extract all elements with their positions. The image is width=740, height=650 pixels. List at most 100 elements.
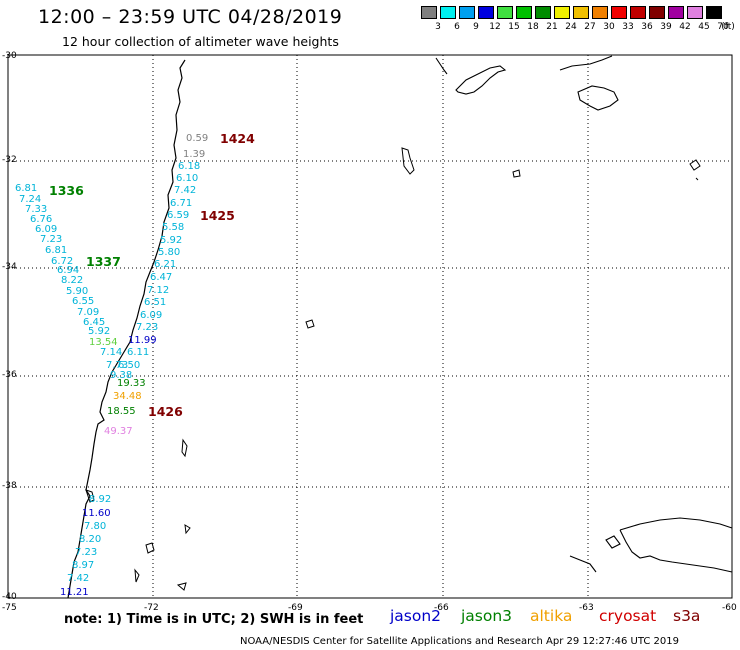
scale-swatch	[516, 6, 532, 19]
lat-label: -32	[2, 155, 17, 165]
wave-height-value: 5.58	[162, 222, 185, 233]
lon-label: -75	[2, 603, 17, 613]
scale-label: 21	[546, 22, 558, 32]
wave-height-value: 7.73	[106, 360, 129, 371]
wave-height-value: 6.59	[167, 210, 190, 221]
wave-height-value: 11.99	[128, 335, 157, 346]
wave-height-value: 7.33	[25, 204, 48, 215]
scale-swatch	[668, 6, 684, 19]
scale-swatch	[611, 6, 627, 19]
scale-label: 27	[584, 22, 596, 32]
lon-label: -63	[579, 603, 594, 613]
wave-height-value: 6.76	[30, 214, 53, 225]
legend-jason2: jason2	[390, 607, 442, 625]
island-south-4	[134, 568, 140, 583]
wave-height-value: 6.50	[118, 360, 141, 371]
scale-label: 42	[679, 22, 691, 32]
scale-label: 18	[527, 22, 539, 32]
pass-number: 1426	[148, 404, 183, 419]
wave-height-value: 11.21	[60, 587, 89, 598]
scale-label: 12	[489, 22, 501, 32]
scale-swatch	[535, 6, 551, 19]
map-subtitle: 12 hour collection of altimeter wave hei…	[62, 34, 339, 49]
wave-height-value: 6.94	[57, 265, 80, 276]
wave-height-value: 7.23	[75, 547, 98, 558]
scale-swatch	[459, 6, 475, 19]
wave-height-value: 7.23	[40, 234, 63, 245]
wave-height-value: 6.10	[176, 173, 199, 184]
wave-height-value: 6.09	[140, 310, 163, 321]
scale-label: 6	[454, 22, 460, 32]
scale-label: 36	[641, 22, 653, 32]
wave-height-value: 19.33	[117, 378, 146, 389]
scale-label: 70	[717, 22, 729, 32]
lon-label: -66	[434, 603, 449, 613]
wave-height-value: 13.54	[89, 337, 118, 348]
wave-height-value: 7.12	[147, 285, 170, 296]
scale-swatch	[592, 6, 608, 19]
scale-label: 15	[508, 22, 520, 32]
argentina-coastline-south	[569, 517, 733, 573]
argentina-coastline-north	[435, 55, 619, 111]
pass-number: 1336	[49, 183, 84, 198]
lon-label: -69	[288, 603, 303, 613]
lon-label: -72	[144, 603, 159, 613]
wave-height-value: 6.81	[45, 245, 68, 256]
legend-cryosat: cryosat	[599, 607, 657, 625]
wave-height-value: 6.18	[178, 161, 201, 172]
wave-height-value: 5.90	[66, 286, 89, 297]
lake-small-3	[305, 319, 315, 329]
scale-swatch	[421, 6, 437, 19]
wave-height-value: 6.47	[150, 272, 173, 283]
wave-height-value: 6.21	[154, 259, 177, 270]
pass-number: 1425	[200, 208, 235, 223]
pass-number: 1424	[220, 131, 255, 146]
scale-label: 39	[660, 22, 672, 32]
scale-label: 9	[473, 22, 479, 32]
scale-label: 3	[435, 22, 441, 32]
scale-swatch	[554, 6, 570, 19]
wave-height-value: 7.09	[77, 307, 100, 318]
wave-height-value: 0.59	[186, 133, 209, 144]
island-south-5	[184, 524, 191, 535]
scale-swatch	[497, 6, 513, 19]
lon-label: -60	[722, 603, 737, 613]
wave-height-value: 7.24	[19, 194, 42, 205]
scale-swatch	[706, 6, 722, 19]
wave-height-value: 6.11	[127, 347, 150, 358]
wave-height-value: 49.37	[104, 426, 133, 437]
scale-swatch	[649, 6, 665, 19]
lat-label: -30	[2, 51, 17, 61]
footnote: note: 1) Time is in UTC; 2) SWH is in fe…	[64, 612, 364, 627]
wave-height-value: 6.81	[15, 183, 38, 194]
scale-swatch	[478, 6, 494, 19]
wave-height-value: 6.51	[144, 297, 167, 308]
scale-label: 33	[622, 22, 634, 32]
legend-s3a: s3a	[673, 607, 701, 625]
legend-altika: altika	[530, 607, 573, 625]
map-title: 12:00 – 23:59 UTC 04/28/2019	[38, 6, 343, 28]
wave-height-value: 11.60	[82, 508, 111, 519]
lake-small-2	[512, 169, 521, 178]
coast-east-1	[689, 159, 701, 181]
wave-height-value: 5.92	[160, 235, 183, 246]
map-frame	[7, 54, 733, 599]
chile-coastline	[67, 59, 186, 599]
wave-height-value: 6.45	[83, 317, 106, 328]
wave-height-value: 5.80	[158, 247, 181, 258]
lat-label: -38	[2, 481, 17, 491]
wave-height-value: 7.42	[67, 573, 90, 584]
wave-height-value: 6.71	[170, 198, 193, 209]
wave-height-value: 8.22	[61, 275, 84, 286]
wave-height-value: 8.92	[89, 494, 112, 505]
lake-small-1	[401, 147, 415, 175]
island-chiloe	[85, 489, 95, 503]
scale-unit: (ft)	[721, 22, 735, 32]
wave-height-value: 9.38	[110, 370, 133, 381]
graticule	[8, 55, 732, 598]
scale-swatch	[687, 6, 703, 19]
credit-line: NOAA/NESDIS Center for Satellite Applica…	[240, 636, 679, 647]
wave-height-value: 8.97	[72, 560, 95, 571]
wave-height-value: 7.80	[84, 521, 107, 532]
